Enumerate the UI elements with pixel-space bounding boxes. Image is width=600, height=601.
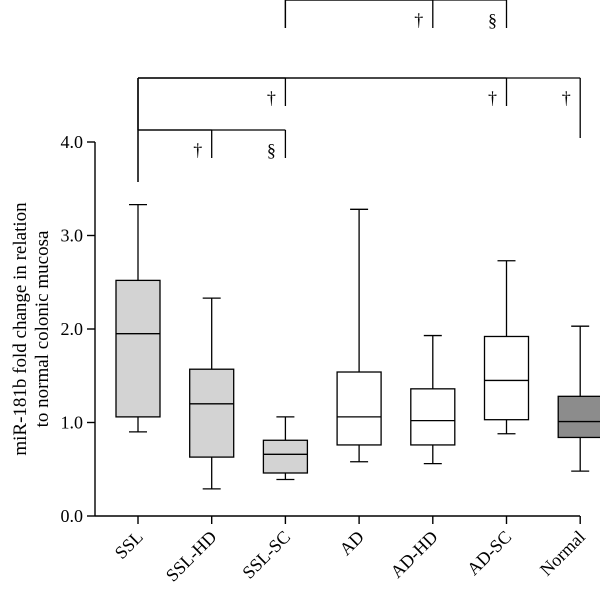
y-tick-label: 0.0	[61, 506, 84, 526]
significance-symbol: †	[562, 88, 571, 108]
box-iqr	[557, 395, 600, 439]
box-iqr	[115, 279, 161, 418]
y-tick-label: 3.0	[61, 226, 84, 246]
box-plot-series	[115, 203, 600, 490]
box-ad	[336, 208, 382, 463]
significance-symbol: †	[488, 88, 497, 108]
box-iqr	[410, 388, 456, 446]
box-ssl-sc	[262, 416, 309, 481]
box-iqr	[189, 368, 235, 458]
box-ad-sc	[483, 260, 530, 435]
box-iqr	[483, 335, 530, 421]
significance-symbol: †	[414, 10, 423, 30]
significance-bracket: †	[137, 77, 287, 130]
x-tick-label: AD-HD	[386, 527, 441, 582]
significance-bracket: †	[137, 129, 213, 182]
y-tick-label: 1.0	[61, 413, 84, 433]
box-ssl	[115, 203, 161, 433]
box-ssl-hd	[189, 297, 235, 490]
significance-symbol: †	[193, 140, 202, 160]
significance-brackets: † § † † † † §	[137, 0, 581, 182]
significance-bracket: †	[137, 77, 581, 138]
box-iqr	[262, 439, 309, 474]
x-tick-label: SSL-SC	[238, 527, 294, 583]
x-tick-label: SSL-HD	[162, 527, 221, 586]
y-axis-label-line-1: miR-181b fold change in relation	[10, 202, 31, 456]
y-tick-label: 2.0	[61, 319, 84, 339]
box-iqr	[336, 371, 382, 446]
significance-bracket: §	[284, 0, 508, 30]
significance-bracket: †	[137, 77, 508, 130]
significance-bracket: †	[284, 0, 434, 30]
significance-symbol: §	[267, 140, 276, 160]
significance-symbol: †	[267, 88, 276, 108]
x-tick-label: Normal	[536, 527, 589, 580]
x-tick-label: SSL	[111, 527, 147, 563]
x-tick-label: AD-SC	[463, 527, 515, 579]
x-tick-label: AD	[335, 527, 368, 560]
significance-bracket: §	[137, 129, 287, 182]
significance-symbol: §	[488, 10, 497, 30]
box-normal	[557, 325, 600, 472]
y-axis-label-line-2: to normal colonic mucosa	[32, 230, 53, 427]
box-ad-hd	[410, 334, 456, 465]
y-tick-label: 4.0	[61, 132, 84, 152]
